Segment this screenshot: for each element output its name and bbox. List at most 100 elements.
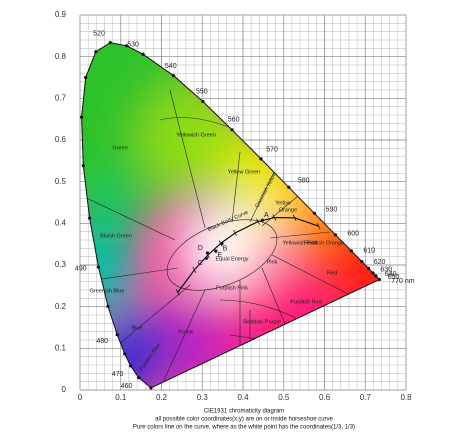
y-tick-label: 0.9 bbox=[55, 10, 67, 19]
region-label: Yellow Green bbox=[228, 169, 261, 175]
black-body-tick bbox=[175, 289, 180, 296]
wavelength-label: 480 bbox=[96, 338, 108, 345]
y-tick-label: 0.4 bbox=[55, 218, 67, 227]
region-label: Equal Energy bbox=[215, 256, 248, 262]
x-tick-label: 0.6 bbox=[319, 393, 331, 402]
locus-point bbox=[287, 185, 291, 189]
wavelength-label: 470 bbox=[112, 371, 124, 378]
locus-point bbox=[366, 266, 371, 270]
wavelength-label: 600 bbox=[347, 230, 359, 237]
y-tick-label: 0.3 bbox=[55, 260, 67, 269]
y-tick-label: 0.8 bbox=[55, 52, 67, 61]
y-tick-label: 0.1 bbox=[55, 343, 67, 352]
region-label: Green bbox=[112, 145, 127, 151]
region-label: Bluish Green bbox=[100, 233, 132, 239]
x-tick-label: 0.1 bbox=[115, 393, 127, 402]
x-tick-label: 0 bbox=[78, 393, 83, 402]
locus-point bbox=[149, 386, 153, 390]
wavelength-label: 620 bbox=[374, 259, 386, 266]
x-tick-label: 0.8 bbox=[400, 393, 412, 402]
locus-point bbox=[312, 211, 316, 215]
wavelength-label: 630 bbox=[380, 266, 392, 273]
region-label: Purplish Pink bbox=[216, 285, 248, 291]
wavelength-label: 460 bbox=[121, 383, 133, 390]
region-label: Pink bbox=[267, 259, 278, 265]
wavelength-label: 640 bbox=[385, 271, 397, 278]
locus-point bbox=[333, 233, 338, 237]
y-tick-label: 0 bbox=[62, 385, 67, 394]
wavelength-label: 530 bbox=[127, 42, 139, 49]
locus-point bbox=[171, 74, 176, 78]
locus-point bbox=[128, 364, 133, 368]
locus-point bbox=[87, 216, 92, 220]
black-body-tick bbox=[192, 266, 197, 274]
x-tick-label: 0.2 bbox=[156, 393, 168, 402]
locus-point bbox=[84, 75, 88, 80]
wavelength-label: 550 bbox=[196, 88, 208, 95]
region-label: Yellowish Pink bbox=[283, 240, 318, 246]
illuminant-point bbox=[220, 241, 224, 246]
wavelength-label: 540 bbox=[165, 63, 177, 70]
wavelength-label: 570 bbox=[266, 147, 278, 154]
region-label: Yellow bbox=[275, 200, 291, 206]
locus-point bbox=[137, 376, 141, 380]
color-fill bbox=[81, 42, 380, 388]
locus-point bbox=[94, 50, 98, 54]
locus-point bbox=[106, 304, 110, 308]
locus-point bbox=[377, 277, 381, 282]
x-tick-label: 0.5 bbox=[278, 393, 290, 402]
region-label: Red bbox=[327, 270, 337, 276]
wavelength-label: 560 bbox=[228, 117, 240, 124]
y-tick-label: 0.2 bbox=[55, 302, 67, 311]
caption: all possible color coordinates(x,y) are … bbox=[155, 417, 333, 423]
black-body-tick bbox=[233, 229, 237, 237]
wavelength-label: 520 bbox=[93, 31, 105, 38]
locus-point bbox=[259, 157, 263, 161]
wavelength-label: 770 nm bbox=[391, 278, 415, 285]
wavelength-label: 610 bbox=[363, 248, 375, 255]
region-label: Blue bbox=[131, 325, 142, 331]
locus-point bbox=[96, 265, 101, 269]
wavelength-label: 590 bbox=[326, 207, 338, 214]
region-label: Purplish Red bbox=[290, 299, 322, 305]
illuminant-label: C bbox=[198, 260, 203, 267]
locus-point bbox=[115, 333, 119, 337]
illuminant-label: E bbox=[217, 252, 222, 259]
black-body-tick bbox=[272, 214, 277, 221]
wavelength-label: 650 bbox=[388, 274, 400, 281]
locus-point bbox=[360, 259, 364, 264]
x-tick-label: 0.3 bbox=[197, 393, 209, 402]
illuminant-point bbox=[205, 251, 210, 255]
y-tick-label: 0.7 bbox=[55, 93, 67, 102]
locus-point bbox=[123, 352, 127, 356]
region-label: Reddish Orange bbox=[304, 240, 344, 246]
illuminant-label: D bbox=[198, 245, 203, 252]
locus-point bbox=[349, 249, 353, 253]
locus-point bbox=[124, 44, 129, 48]
locus-point bbox=[371, 271, 375, 275]
region-label: Orange bbox=[279, 207, 297, 213]
y-tick-label: 0.5 bbox=[55, 177, 67, 186]
region-label: Reddish Purple bbox=[243, 319, 281, 325]
caption: CIE1931 chromaticity diagram bbox=[204, 409, 284, 415]
locus-point bbox=[230, 128, 234, 132]
region-label: Yellowish Green bbox=[176, 132, 216, 138]
region-label: Greenish Blue bbox=[90, 288, 125, 294]
region-label: Purple bbox=[178, 329, 194, 335]
x-tick-label: 0.7 bbox=[360, 393, 372, 402]
illuminant-point bbox=[204, 256, 208, 260]
locus-point bbox=[374, 274, 378, 278]
black-body-tick bbox=[256, 218, 260, 225]
black-body-tick bbox=[292, 214, 297, 221]
locus-point bbox=[81, 164, 85, 168]
x-tick-label: 0.4 bbox=[237, 393, 249, 402]
locus-point bbox=[201, 99, 205, 104]
black-body-tick bbox=[316, 223, 321, 230]
y-tick-label: 0.6 bbox=[55, 135, 67, 144]
locus-point bbox=[141, 52, 145, 56]
locus-point bbox=[79, 115, 84, 119]
illuminant-point bbox=[214, 249, 218, 253]
illuminant-point bbox=[260, 218, 264, 222]
illuminant-label: A bbox=[264, 212, 269, 219]
